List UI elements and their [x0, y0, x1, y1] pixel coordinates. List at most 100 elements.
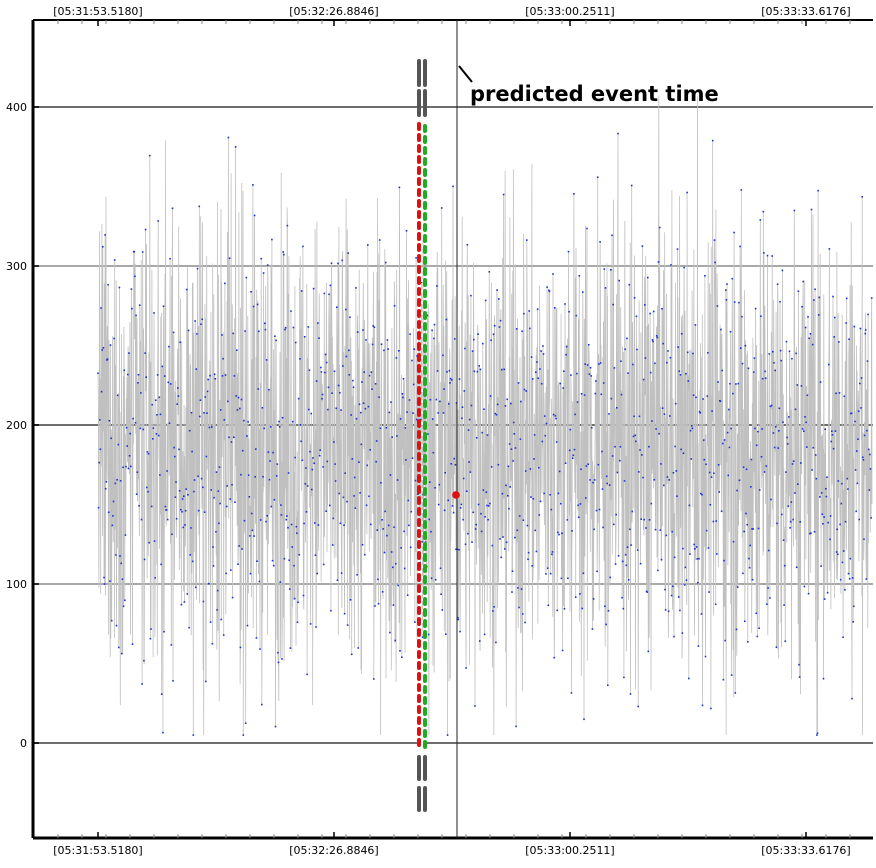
data-point — [642, 378, 645, 381]
data-point — [238, 545, 240, 547]
data-point — [283, 557, 286, 560]
data-point — [610, 397, 613, 400]
data-point — [495, 414, 498, 416]
column-dash-white — [421, 444, 423, 447]
data-point — [177, 387, 179, 389]
data-point — [464, 543, 467, 546]
data-point — [272, 564, 275, 567]
column-dash-red — [417, 166, 421, 175]
data-point — [121, 652, 123, 655]
column-dash-white — [421, 565, 423, 568]
data-point — [652, 310, 655, 313]
data-point — [384, 510, 386, 513]
column-dash-green — [423, 124, 427, 133]
column-dash-white — [421, 279, 423, 282]
data-point — [601, 450, 603, 453]
data-point — [669, 415, 671, 417]
data-point — [729, 382, 731, 385]
data-point — [478, 365, 480, 367]
data-point — [645, 527, 647, 529]
data-point — [187, 494, 189, 496]
data-point — [631, 510, 634, 513]
data-point — [99, 448, 102, 451]
data-point — [212, 546, 214, 548]
data-point — [687, 380, 690, 382]
data-point — [582, 572, 585, 575]
data-point — [791, 357, 793, 360]
data-point — [445, 633, 447, 635]
data-point — [663, 413, 666, 415]
data-point — [415, 257, 417, 259]
data-point — [543, 492, 545, 495]
data-point — [797, 290, 800, 292]
data-point — [753, 357, 756, 359]
data-point — [130, 465, 132, 468]
data-point — [109, 344, 112, 346]
data-point — [164, 505, 167, 508]
data-point — [607, 684, 609, 687]
data-point — [120, 562, 122, 565]
data-point — [329, 284, 332, 287]
data-point — [134, 275, 136, 278]
column-dash-white — [421, 312, 423, 315]
data-point — [774, 369, 776, 372]
data-point — [354, 507, 357, 509]
column-dash-white — [421, 532, 423, 535]
column-dash-white — [421, 697, 423, 700]
data-point — [769, 597, 771, 599]
data-point — [274, 725, 277, 728]
column-dash-red — [417, 232, 421, 241]
data-point — [537, 377, 539, 379]
data-point — [709, 504, 712, 506]
data-point — [527, 558, 529, 561]
column-dash-green — [423, 575, 427, 584]
data-point — [650, 502, 653, 505]
data-point — [864, 332, 866, 335]
data-point — [620, 360, 622, 362]
data-point — [113, 337, 115, 340]
data-point — [541, 440, 544, 443]
data-point — [396, 435, 398, 437]
data-point — [147, 490, 149, 493]
column-dash-red — [417, 463, 421, 472]
data-point — [209, 621, 212, 623]
data-point — [184, 509, 187, 512]
data-point — [327, 386, 330, 389]
data-point — [617, 132, 619, 135]
plot-frame — [31, 19, 873, 840]
data-point — [763, 471, 766, 473]
data-point — [839, 523, 841, 526]
data-point — [810, 208, 813, 211]
data-point — [640, 518, 642, 520]
data-point — [296, 532, 298, 534]
data-point — [240, 398, 243, 401]
data-point — [722, 678, 725, 681]
data-point — [217, 490, 220, 492]
data-point — [667, 350, 669, 352]
column-dash-red — [417, 309, 421, 318]
data-point — [781, 269, 784, 272]
column-dash-red — [417, 452, 421, 461]
data-point — [734, 692, 737, 694]
x-tick-label-top: [05:32:26.8846] — [289, 5, 378, 18]
data-point — [192, 734, 195, 736]
data-point — [730, 674, 733, 676]
column-dash-white — [421, 290, 423, 293]
y-tick-label-100: 100 — [6, 578, 27, 591]
column-dash-green — [423, 740, 427, 749]
data-point — [453, 457, 455, 460]
column-dash-green — [423, 245, 427, 254]
data-point — [487, 518, 489, 521]
data-point — [597, 463, 600, 466]
column-dash-red — [417, 331, 421, 340]
data-point — [200, 323, 202, 325]
column-dash-white — [421, 411, 423, 414]
data-point — [579, 503, 582, 505]
column-dash-red — [417, 133, 421, 142]
data-point — [801, 428, 804, 430]
data-point — [708, 591, 710, 593]
data-point — [496, 289, 498, 291]
data-point — [838, 392, 841, 394]
data-point — [330, 262, 333, 264]
data-point — [615, 513, 617, 516]
